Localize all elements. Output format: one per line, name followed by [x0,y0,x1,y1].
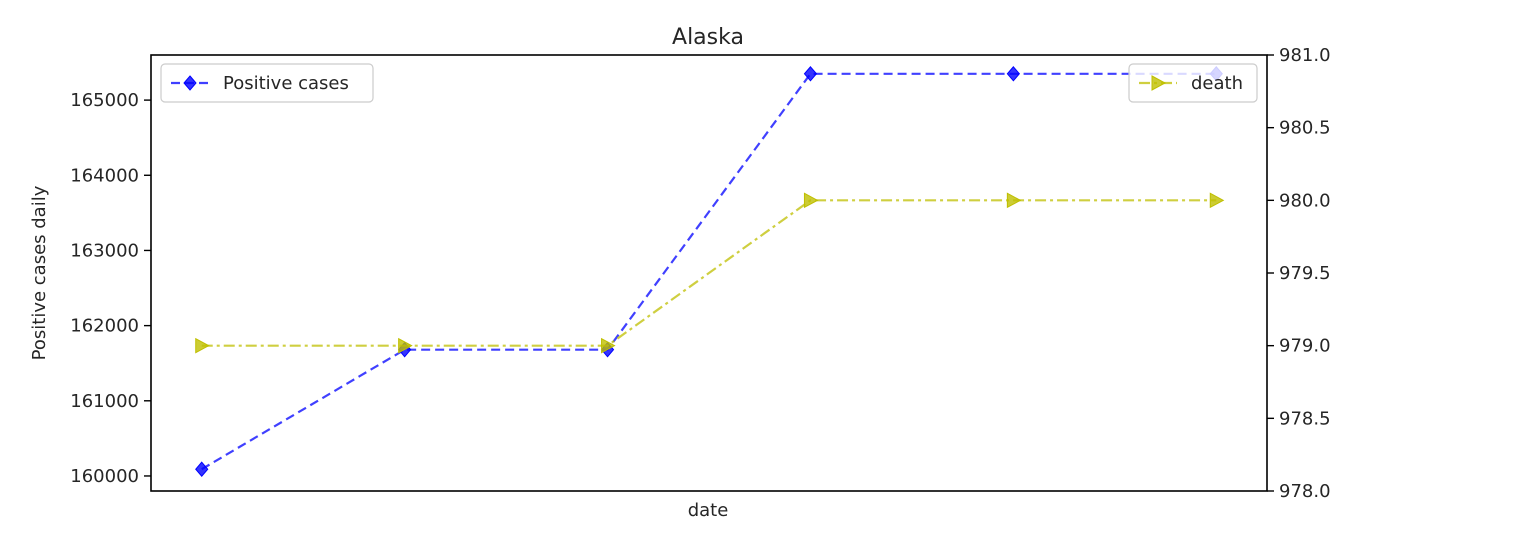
y-left-tick-label: 160000 [70,466,139,487]
data-point-marker [601,337,616,354]
y-right-tick-label: 979.5 [1279,263,1331,284]
y-right-tick-label: 980.0 [1279,190,1331,211]
y-left-tick-label: 163000 [70,240,139,261]
data-point-marker [1006,66,1021,82]
y-left-tick-label: 162000 [70,316,139,337]
legend-marker-sample [183,75,197,91]
data-point-marker [1006,192,1022,209]
legend-positive-cases: Positive cases [160,63,374,103]
y-left-tick-label: 161000 [70,391,139,412]
series-line [201,199,1217,347]
series-death [195,192,1225,354]
data-point-marker [398,337,413,354]
y-right-tick-label: 981.0 [1279,45,1331,66]
y-left-tick-label: 165000 [70,90,139,111]
legend-box [160,63,374,103]
y-axis-right-ticks: 978.0 978.5 979.0 979.5 980.0 980.5 981.0 [1267,45,1331,502]
y-right-tick-label: 979.0 [1279,336,1331,357]
x-axis-label: date [688,500,729,521]
y-right-tick-label: 978.0 [1279,481,1331,502]
data-point-marker [1209,192,1225,209]
series-positive-cases [195,66,1223,477]
legend-marker-sample [1151,75,1167,91]
chart-title: Alaska [672,25,744,50]
y-right-tick-label: 980.5 [1279,118,1331,139]
y-axis-left-label: Positive cases daily [29,185,50,360]
legend-label: Positive cases [223,73,349,94]
legend-death: death [1128,63,1258,103]
y-axis-left-ticks: 160000 161000 162000 163000 164000 165000 [70,90,151,487]
data-point-marker [803,66,818,82]
legend-label: death [1191,73,1243,94]
series-line [201,72,1217,471]
data-point-marker [803,192,819,209]
data-point-marker [195,461,209,477]
legend-box [1128,63,1258,103]
data-point-marker [195,337,210,354]
legend-layer: Positive cases death [160,63,1258,103]
y-left-tick-label: 164000 [70,165,139,186]
series-layer [195,66,1225,477]
y-right-tick-label: 978.5 [1279,408,1331,429]
